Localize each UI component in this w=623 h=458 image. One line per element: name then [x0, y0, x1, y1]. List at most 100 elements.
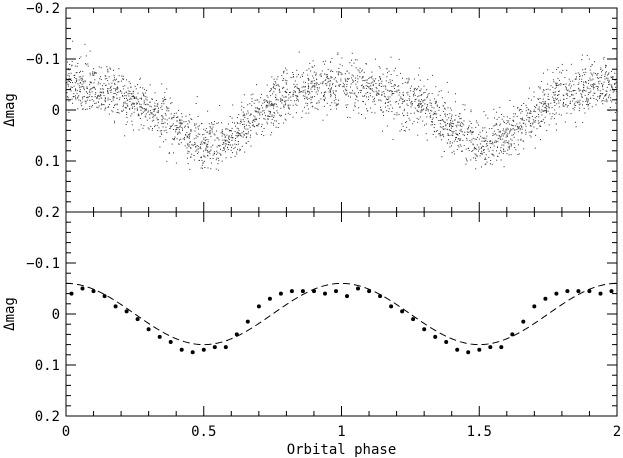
photometry-point: [233, 148, 235, 149]
photometry-point: [205, 146, 207, 148]
photometry-point: [263, 118, 265, 120]
photometry-point: [151, 98, 153, 100]
photometry-point: [384, 85, 386, 87]
photometry-point: [444, 122, 446, 124]
photometry-point: [81, 77, 83, 79]
photometry-point: [584, 112, 586, 114]
photometry-point: [270, 104, 272, 106]
photometry-point: [551, 107, 553, 109]
photometry-point: [556, 68, 558, 70]
photometry-point: [146, 99, 148, 101]
photometry-point: [260, 97, 262, 99]
photometry-point: [145, 98, 147, 100]
photometry-point: [238, 143, 239, 145]
photometry-point: [92, 104, 93, 106]
photometry-point: [207, 150, 208, 152]
photometry-point: [71, 65, 73, 67]
photometry-point: [528, 109, 530, 111]
photometry-point: [493, 108, 495, 110]
photometry-point: [442, 119, 444, 121]
photometry-point: [240, 135, 242, 137]
photometry-point: [345, 80, 347, 82]
photometry-point: [469, 120, 471, 122]
photometry-point: [529, 135, 531, 137]
photometry-point: [363, 80, 365, 82]
photometry-point: [101, 103, 103, 105]
photometry-point: [362, 80, 364, 81]
photometry-point: [222, 150, 224, 151]
binned-point: [289, 289, 294, 294]
photometry-point: [582, 75, 584, 77]
photometry-point: [581, 54, 583, 56]
photometry-point: [398, 94, 400, 96]
photometry-point: [366, 63, 367, 65]
photometry-point: [220, 154, 222, 156]
photometry-point: [186, 157, 188, 159]
photometry-point: [111, 100, 113, 102]
photometry-point: [255, 107, 257, 109]
photometry-point: [157, 103, 159, 105]
photometry-point: [574, 78, 576, 80]
photometry-point: [203, 128, 205, 130]
photometry-point: [195, 127, 197, 129]
photometry-point: [148, 110, 150, 112]
photometry-point: [374, 112, 376, 114]
photometry-point: [536, 105, 538, 107]
photometry-point: [417, 121, 419, 123]
photometry-point: [614, 84, 616, 86]
photometry-point: [371, 75, 373, 77]
photometry-point: [537, 99, 539, 100]
photometry-point: [122, 75, 124, 77]
photometry-point: [149, 105, 151, 107]
photometry-point: [602, 88, 604, 90]
photometry-point: [601, 74, 603, 76]
photometry-point: [258, 109, 260, 111]
photometry-point: [387, 99, 389, 101]
photometry-point: [283, 86, 285, 88]
photometry-point: [519, 128, 521, 129]
photometry-point: [599, 90, 601, 92]
photometry-point: [224, 145, 226, 147]
photometry-point: [577, 72, 579, 74]
photometry-point: [542, 91, 544, 93]
photometry-point: [393, 70, 395, 72]
photometry-point: [596, 77, 598, 79]
photometry-point: [430, 104, 432, 106]
photometry-point: [351, 65, 353, 67]
photometry-point: [194, 123, 196, 125]
photometry-point: [559, 79, 560, 81]
photometry-point: [575, 121, 576, 123]
photometry-point: [558, 91, 559, 92]
photometry-point: [301, 117, 303, 119]
photometry-point: [532, 119, 534, 121]
photometry-point: [419, 116, 421, 118]
photometry-point: [479, 143, 481, 145]
photometry-point: [306, 69, 308, 71]
photometry-point: [537, 120, 539, 122]
photometry-point: [401, 98, 403, 100]
photometry-point: [177, 133, 179, 135]
photometry-point: [110, 68, 112, 70]
photometry-point: [73, 96, 75, 98]
photometry-point: [490, 163, 491, 165]
photometry-point: [73, 85, 75, 87]
photometry-point: [506, 134, 508, 136]
photometry-point: [369, 88, 371, 90]
photometry-point: [150, 113, 152, 115]
photometry-point: [298, 89, 300, 91]
photometry-point: [506, 129, 508, 131]
photometry-point: [372, 90, 374, 92]
photometry-point: [259, 108, 261, 110]
photometry-point: [329, 80, 331, 82]
photometry-point: [572, 80, 574, 82]
photometry-point: [522, 117, 523, 119]
photometry-point: [114, 79, 116, 81]
photometry-point: [398, 89, 400, 91]
binned-point: [113, 304, 118, 309]
photometry-point: [252, 124, 254, 126]
photometry-point: [77, 97, 78, 99]
photometry-point: [420, 106, 422, 108]
photometry-point: [354, 92, 356, 94]
photometry-point: [120, 80, 122, 82]
photometry-point: [605, 94, 607, 95]
